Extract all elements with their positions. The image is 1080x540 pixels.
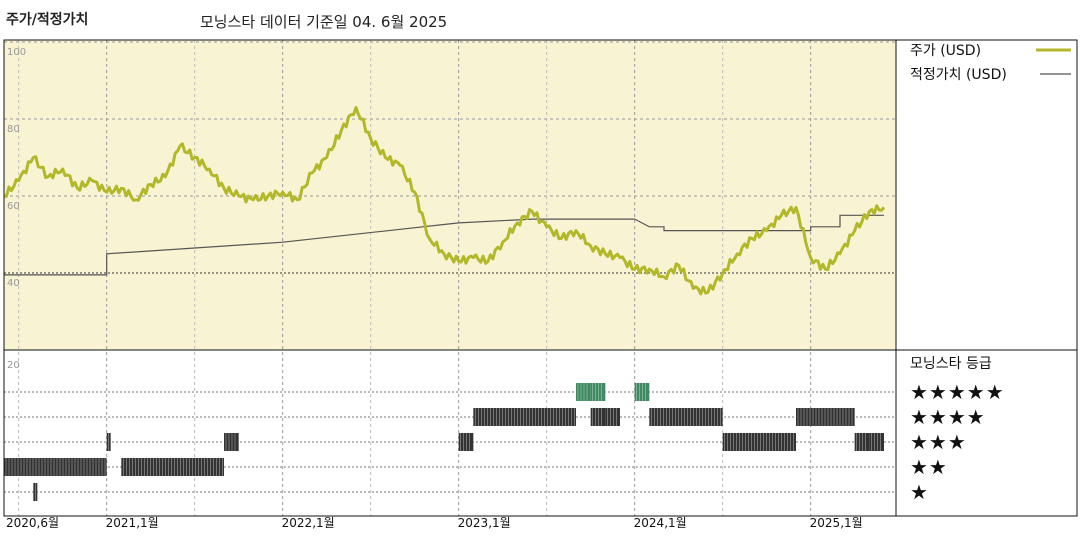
x-tick-2023-01: 2023,1월 (458, 516, 511, 530)
price-panel-bg (4, 40, 896, 350)
price-series-line (3, 106, 886, 296)
rating-bar-3 (121, 458, 224, 476)
y-tick-40: 40 (7, 278, 20, 289)
rating-bar-0 (4, 458, 107, 476)
rating-bar-13 (649, 408, 723, 426)
x-tick-2020-06: 2020,6월 (6, 516, 59, 530)
grid-lines (4, 40, 896, 516)
x-tick-2024-01: 2024,1월 (634, 516, 687, 530)
x-tick-2025-01: 2025,1월 (810, 516, 863, 530)
fair-value-series-line (4, 214, 884, 276)
y-tick-100: 100 (7, 47, 26, 58)
rating-level-4: ★★★★ (910, 405, 986, 429)
rating-level-2: ★★ (910, 455, 948, 479)
rating-bar-6 (473, 408, 576, 426)
data-date-subtitle: 모닝스타 데이터 기준일 04. 6월 2025 (200, 13, 448, 31)
y-tick-80: 80 (7, 124, 20, 135)
rating-bar-14 (722, 433, 796, 451)
rating-title: 모닝스타 등급 (910, 356, 992, 372)
legend-fair-label: 적정가치 (USD) (910, 67, 1007, 83)
chart-title: 주가/적정가치 (6, 12, 89, 28)
legend-price-label: 주가 (USD) (910, 43, 981, 59)
chart-frame (3, 39, 1078, 517)
y-tick-labels: 100 80 60 40 (7, 47, 26, 289)
x-tick-labels: 2020,6월 2021,1월 2022,1월 2023,1월 2024,1월 2025,… (6, 516, 863, 530)
rating-bars (4, 383, 884, 501)
x-tick-2022-01: 2022,1월 (282, 516, 335, 530)
rating-top-tick: 20 (7, 360, 20, 371)
x-tick-2021-01: 2021,1월 (106, 516, 159, 530)
rating-level-1: ★ (910, 480, 929, 504)
rating-level-5: ★★★★★ (910, 380, 1005, 404)
y-tick-60: 60 (7, 201, 20, 212)
rating-level-3: ★★★ (910, 430, 967, 454)
